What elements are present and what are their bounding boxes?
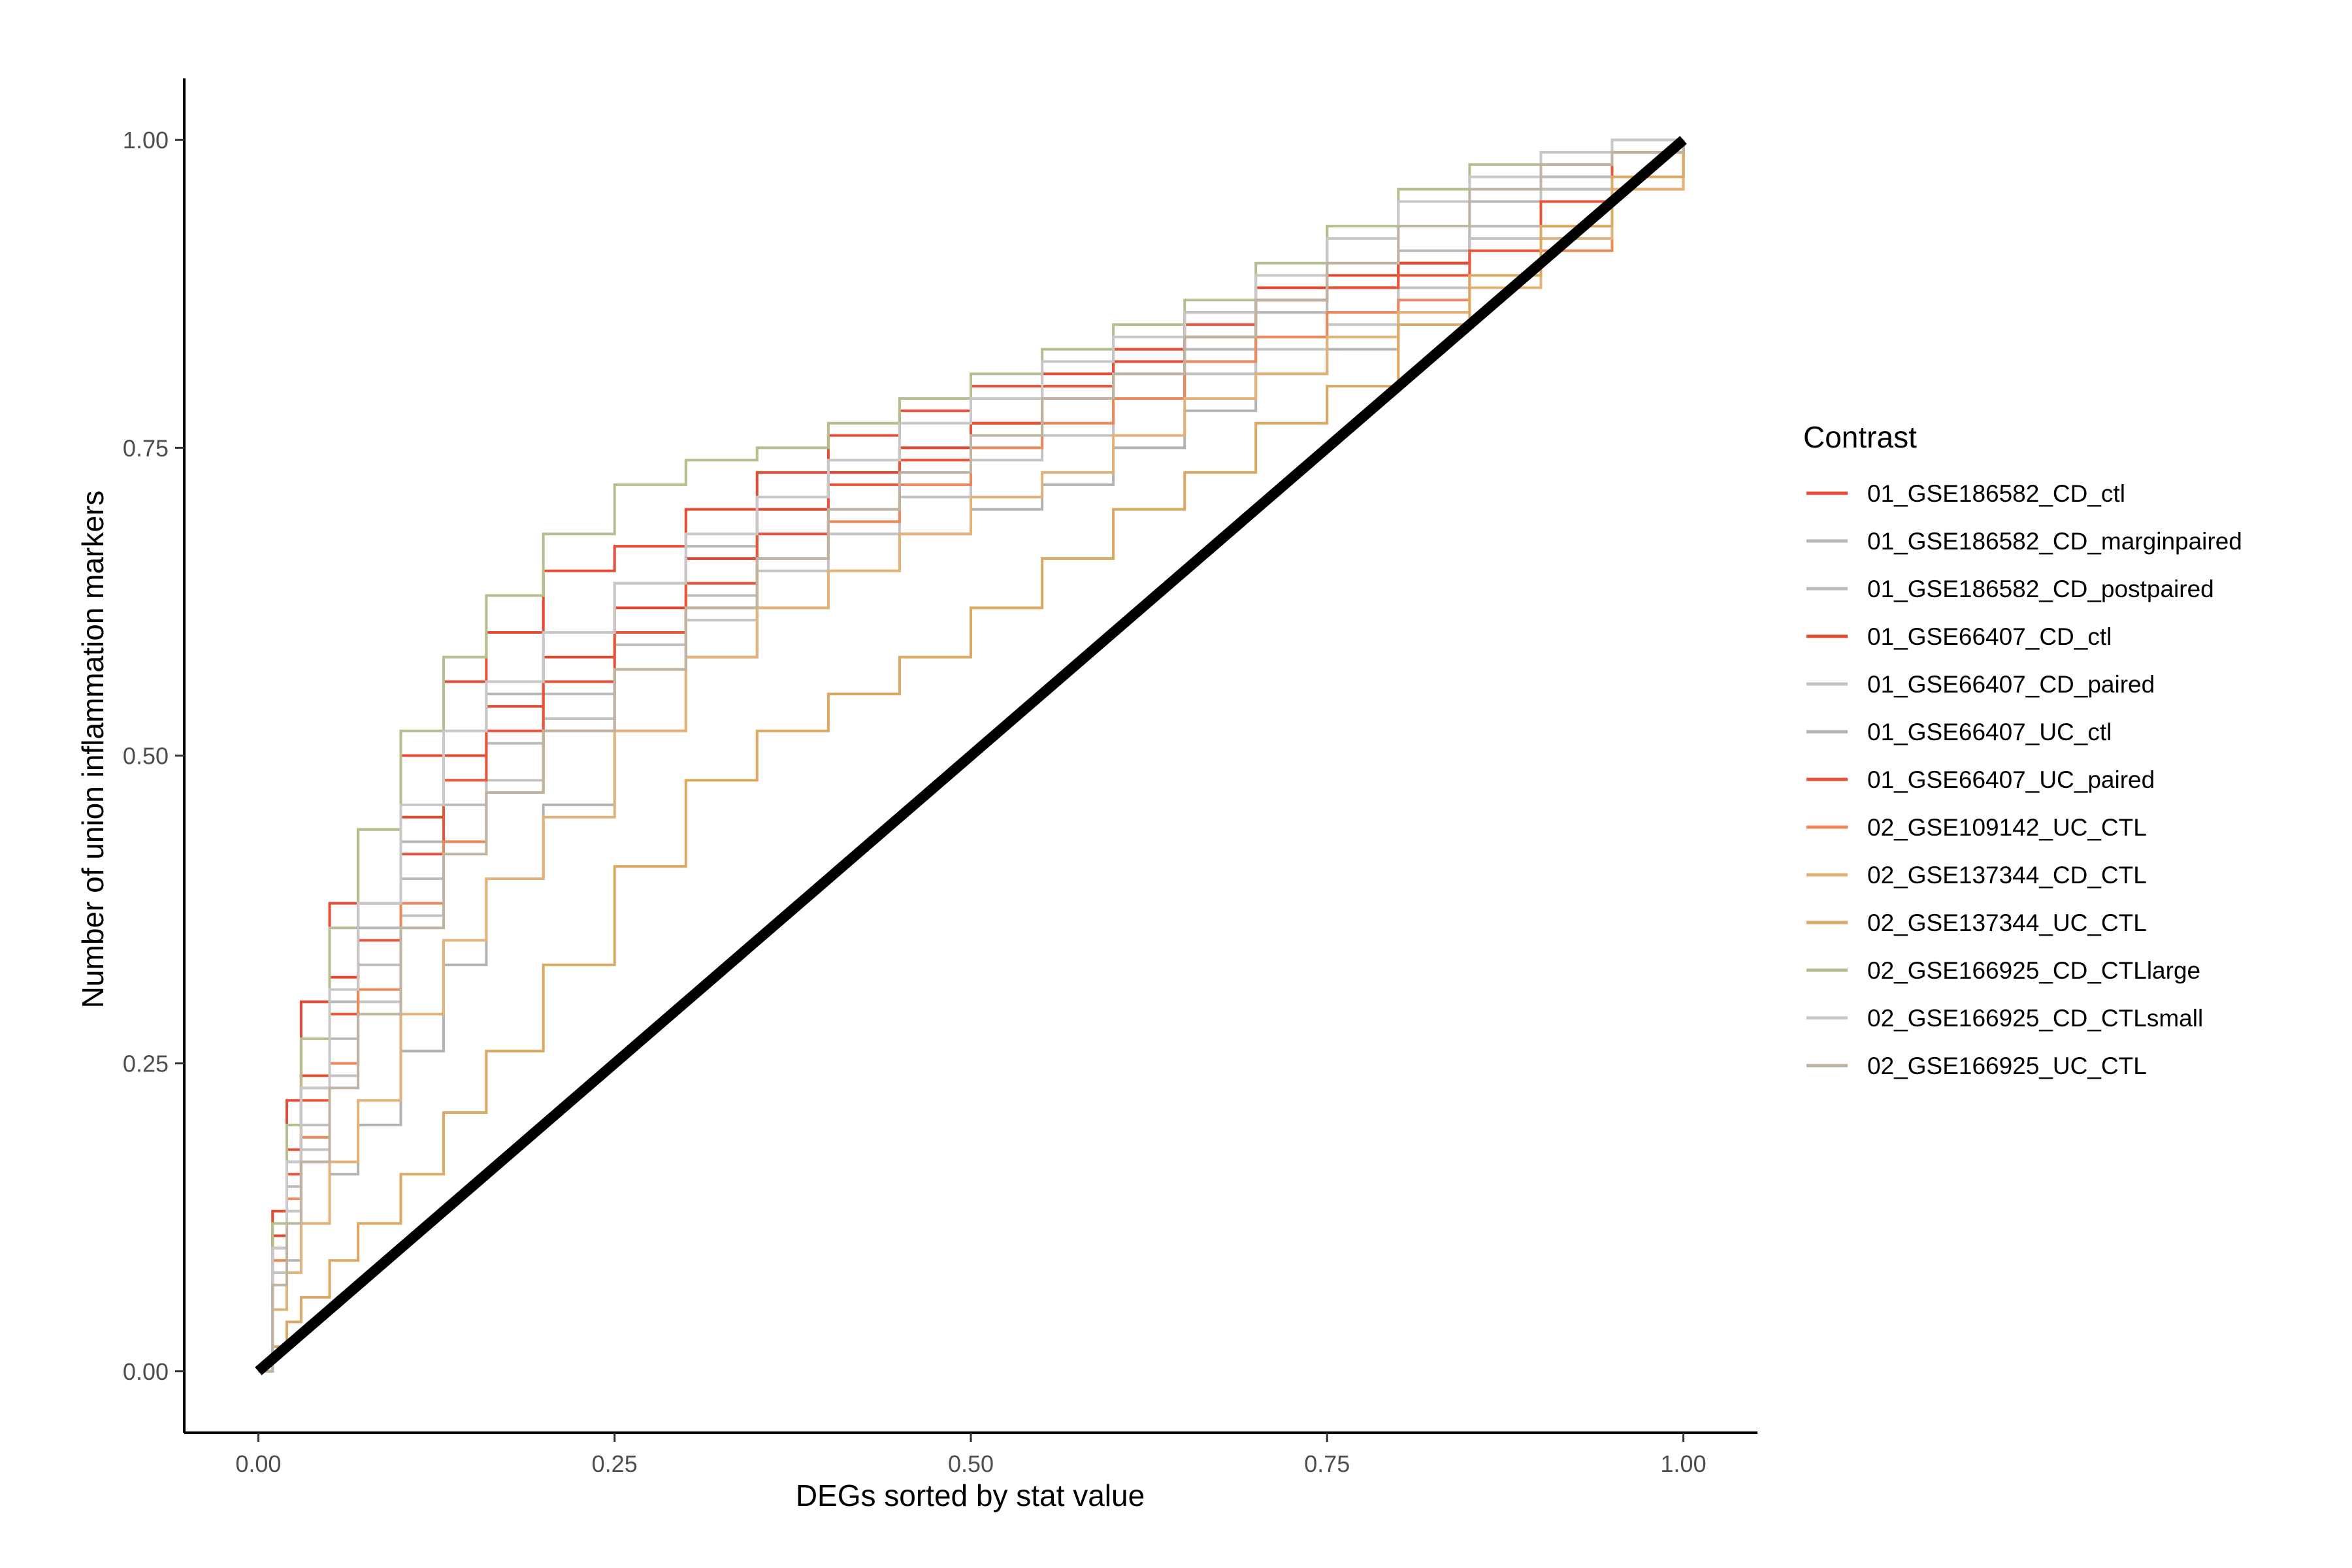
legend-label: 01_GSE66407_UC_ctl (1867, 719, 2112, 745)
legend-item: 01_GSE186582_CD_postpaired (1806, 576, 2214, 602)
y-tick-label: 0.75 (123, 434, 169, 461)
series-line-02_GSE166925_CD_CTLsmall (258, 139, 1684, 1373)
series-line-02_GSE166925_UC_CTL (258, 140, 1685, 1373)
series-line-02_GSE137344_UC_CTL (258, 140, 1685, 1373)
legend-item: 02_GSE166925_CD_CTLlarge (1806, 957, 2200, 984)
legend-label: 01_GSE186582_CD_marginpaired (1867, 528, 2242, 555)
legend-item: 01_GSE66407_UC_ctl (1806, 719, 2112, 745)
y-axis-ticks: 0.00 0.25 0.50 0.75 1.00 (123, 127, 184, 1385)
legend-item: 02_GSE137344_UC_CTL (1806, 909, 2147, 936)
y-axis-title: Number of union inflammation markers (76, 491, 110, 1009)
x-tick-label: 0.75 (1304, 1450, 1350, 1477)
legend-label: 02_GSE166925_CD_CTLsmall (1867, 1005, 2203, 1032)
x-tick-label: 0.50 (948, 1450, 994, 1477)
legend-item: 01_GSE66407_CD_ctl (1806, 623, 2112, 650)
legend-items: 01_GSE186582_CD_ctl 01_GSE186582_CD_margi… (1806, 480, 2242, 1079)
legend-label: 01_GSE66407_CD_ctl (1867, 623, 2112, 650)
legend-label: 02_GSE166925_UC_CTL (1867, 1053, 2147, 1079)
legend-label: 01_GSE66407_UC_paired (1867, 766, 2155, 793)
legend-item: 02_GSE166925_CD_CTLsmall (1806, 1005, 2203, 1032)
legend-item: 01_GSE186582_CD_marginpaired (1806, 528, 2242, 555)
x-tick-label: 0.00 (235, 1450, 281, 1477)
diagonal-reference-line (255, 136, 1687, 1375)
legend-label: 02_GSE109142_UC_CTL (1867, 814, 2147, 841)
legend-label: 01_GSE66407_CD_paired (1867, 671, 2155, 698)
y-tick-label: 0.25 (123, 1051, 169, 1077)
y-tick-label: 1.00 (123, 127, 169, 154)
legend-item: 01_GSE66407_UC_paired (1806, 766, 2155, 793)
legend-label: 02_GSE166925_CD_CTLlarge (1867, 957, 2200, 984)
legend-label: 02_GSE137344_CD_CTL (1867, 862, 2147, 889)
legend-label: 01_GSE186582_CD_ctl (1867, 480, 2125, 507)
y-tick-label: 0.00 (123, 1358, 169, 1385)
series-line-02_GSE137344_CD_CTL (258, 140, 1685, 1373)
x-axis-ticks: 0.00 0.25 0.50 0.75 1.00 (235, 1433, 1707, 1477)
x-axis-title: DEGs sorted by stat value (796, 1478, 1145, 1512)
x-tick-label: 1.00 (1661, 1450, 1707, 1477)
series-line-02_GSE166925_CD_CTLlarge (258, 139, 1684, 1373)
legend-item: 01_GSE66407_CD_paired (1806, 671, 2155, 698)
legend-item: 01_GSE186582_CD_ctl (1806, 480, 2125, 507)
legend-label: 01_GSE186582_CD_postpaired (1867, 576, 2214, 602)
legend: Contrast 01_GSE186582_CD_ctl01_GSE186582… (1803, 420, 2242, 1079)
series-lines (258, 139, 1685, 1373)
legend-item: 02_GSE166925_UC_CTL (1806, 1053, 2147, 1079)
legend-item: 02_GSE137344_CD_CTL (1806, 862, 2147, 889)
legend-item: 02_GSE109142_UC_CTL (1806, 814, 2147, 841)
x-tick-label: 0.25 (592, 1450, 638, 1477)
legend-label: 02_GSE137344_UC_CTL (1867, 909, 2147, 936)
y-tick-label: 0.50 (123, 743, 169, 770)
legend-title: Contrast (1803, 420, 1917, 454)
